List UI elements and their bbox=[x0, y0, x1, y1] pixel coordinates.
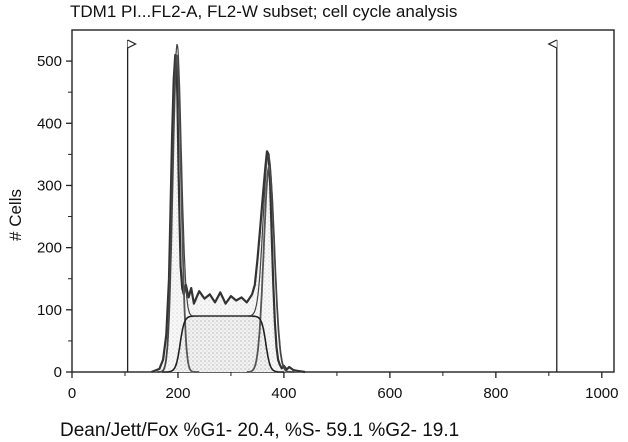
gate-marker-arrow-right bbox=[547, 39, 558, 49]
y-tick-label: 100 bbox=[37, 302, 62, 319]
x-tick-label: 1000 bbox=[585, 385, 618, 402]
x-tick-label: 400 bbox=[271, 385, 296, 402]
x-tick-label: 800 bbox=[483, 385, 508, 402]
histogram-fill bbox=[151, 54, 306, 373]
x-tick-label: 600 bbox=[377, 385, 402, 402]
y-tick-label: 300 bbox=[37, 177, 62, 194]
total-fit-curve bbox=[156, 43, 295, 373]
y-tick-label: 0 bbox=[54, 364, 62, 381]
y-tick-label: 200 bbox=[37, 240, 62, 257]
y-tick-label: 500 bbox=[37, 53, 62, 70]
x-tick-label: 0 bbox=[68, 385, 76, 402]
chart-title: TDM1 PI...FL2-A, FL2-W subset; cell cycl… bbox=[70, 2, 458, 21]
x-tick-label: 200 bbox=[165, 385, 190, 402]
y-tick-label: 400 bbox=[37, 115, 62, 132]
x-axis-label: Dean/Jett/Fox %G1- 20.4, %S- 59.1 %G2- 1… bbox=[60, 420, 460, 441]
gate-marker-arrow-left bbox=[127, 39, 137, 49]
plot-frame bbox=[71, 29, 615, 373]
